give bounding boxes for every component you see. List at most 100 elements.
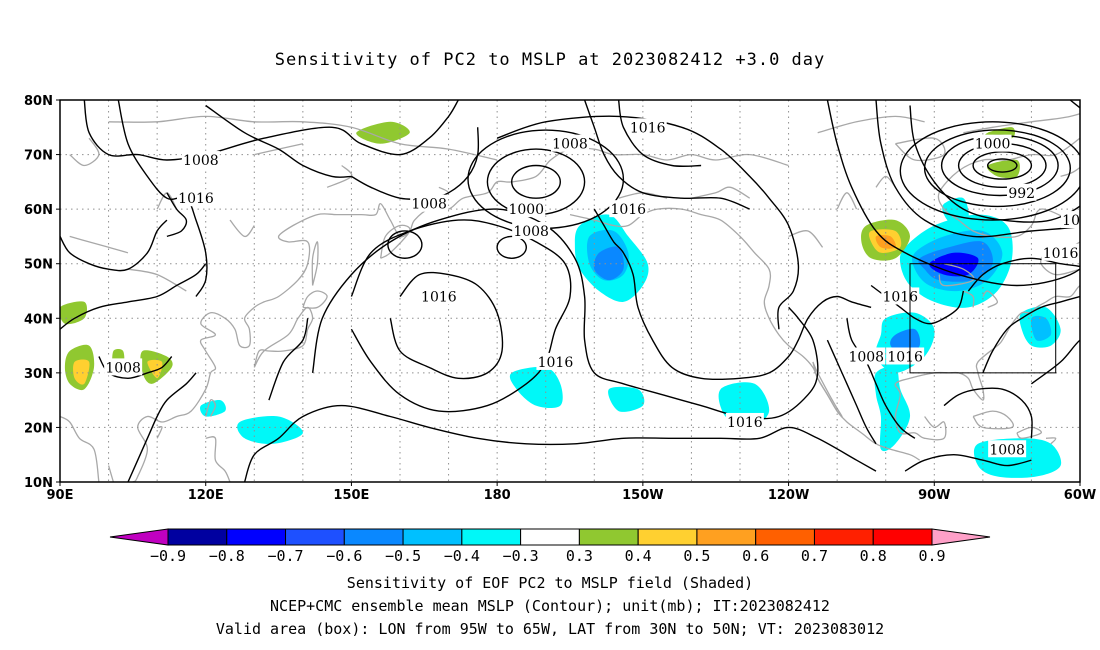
coastline-segment [836, 192, 858, 210]
caption-line-3: Valid area (box): LON from 95W to 65W, L… [215, 620, 885, 638]
longitude-tick-label: 90W [918, 488, 950, 503]
contour-label: 1016 [887, 349, 923, 365]
caption-line-2: NCEP+CMC ensemble mean MSLP (Contour); u… [270, 597, 830, 615]
colorbar-label: −0.4 [444, 547, 480, 565]
contour-label-bg [104, 358, 143, 376]
contour-label: 1016 [421, 289, 457, 305]
mslp-isobar [1030, 339, 1080, 385]
mslp-isobar [389, 271, 504, 380]
coastline-segment [812, 361, 843, 418]
shaded-region [509, 366, 563, 408]
longitude-tick-label: 150E [333, 488, 369, 503]
contour-label: 1016 [538, 355, 574, 371]
colorbar-label: 0.3 [566, 547, 593, 565]
contour-label-bg [551, 134, 589, 152]
colorbar-label: −0.6 [326, 547, 362, 565]
contour-label: 1016 [1043, 246, 1079, 262]
coastline-segment [1016, 426, 1042, 439]
shaded-region [1030, 315, 1052, 341]
mslp-isobar [311, 208, 819, 420]
colorbar-label: −0.8 [209, 547, 245, 565]
coastline-segment [1079, 394, 1080, 396]
shaded-region [237, 416, 303, 444]
coastline-segment [60, 415, 100, 482]
colorbar-swatch [637, 528, 698, 546]
shaded-region [986, 159, 1020, 179]
contour-label: 1008 [989, 442, 1025, 458]
coastline-segment [982, 290, 999, 308]
colorbar-label: 0.9 [918, 547, 945, 565]
colorbar-swatch [578, 528, 639, 546]
latitude-tick-label: 30N [24, 367, 53, 382]
contour-label: 1008 [411, 197, 447, 213]
mslp-isobar [986, 158, 1018, 173]
contour-label-bg [536, 352, 575, 370]
mslp-isobar [904, 453, 1032, 472]
contour-label-bg [1006, 183, 1037, 201]
mslp-isobar [1079, 209, 1080, 210]
contour-label-bg [177, 189, 215, 207]
coastline-segment [69, 137, 100, 167]
shaded-region [60, 301, 87, 325]
mslp-isobar [387, 230, 423, 259]
contour-label-bg [973, 134, 1012, 152]
coastline-segment [379, 224, 411, 259]
mslp-isobar [899, 121, 1080, 221]
coastline-segment [963, 290, 975, 308]
longitude-tick-label: 60W [1064, 488, 1096, 503]
shaded-region [73, 359, 90, 385]
mslp-isobar [826, 100, 1080, 287]
mslp-contours [60, 100, 1080, 482]
contour-label: 1016 [178, 191, 214, 207]
shaded-region [942, 197, 969, 226]
shaded-region [147, 359, 163, 379]
coastline-segment [156, 425, 163, 439]
colorbar: −0.9 −0.8 −0.7 −0.6 −0.5 −0.4 −0.3 0.3 0.4 0.5 0.6… [109, 528, 991, 565]
longitude-tick-label: 90E [47, 488, 74, 503]
colorbar-label: −0.3 [503, 547, 539, 565]
colorbar-swatch [813, 528, 874, 546]
colorbar-label: 0.5 [683, 547, 710, 565]
shaded-region [608, 386, 645, 412]
contour-label: 1016 [727, 415, 763, 431]
coastline-segment [788, 230, 824, 248]
longitude-tick-label: 120W [768, 488, 809, 503]
contour-label-bg [725, 412, 764, 430]
coastline-segment [253, 306, 314, 368]
latitude-tick-label: 20N [24, 421, 53, 436]
contour-label: 1008 [183, 153, 219, 169]
contour-label-bg [609, 200, 648, 218]
contour-label: 1008 [1062, 213, 1098, 229]
coastline-segment [108, 115, 498, 161]
mslp-isobar [127, 372, 197, 482]
mslp-isobar [826, 339, 877, 445]
contour-label-bg [1041, 243, 1080, 261]
coastline-segment [127, 268, 187, 292]
map-title: Sensitivity of PC2 to MSLP at 2023082412… [274, 50, 826, 70]
coastline-segment [817, 115, 925, 134]
shaded-region [356, 121, 410, 144]
mslp-isobar [943, 387, 1033, 439]
coastline-segment [302, 290, 328, 309]
contour-label: 1008 [513, 224, 549, 240]
coastline-segment [69, 235, 129, 254]
longitude-ticks: 90E 120E 150E 180 150W 120W 90W 60W [47, 482, 1096, 503]
mslp-isobar [166, 192, 188, 238]
mslp-isobar [617, 100, 702, 167]
valid-area-box [909, 263, 1057, 374]
colorbar-max-arrow [931, 528, 991, 546]
coastline-segment [205, 436, 231, 482]
contour-label-bg [512, 221, 551, 239]
contour-label-bg [507, 200, 546, 218]
latitude-tick-label: 50N [24, 258, 53, 273]
shaded-region [593, 246, 624, 281]
latitude-tick-label: 10N [24, 476, 53, 491]
colorbar-label: 0.6 [742, 547, 769, 565]
contour-label: 1016 [630, 120, 666, 136]
contour-label: 992 [1008, 186, 1035, 202]
contour-label: 1016 [610, 202, 646, 218]
colorbar-swatch [872, 528, 933, 546]
coastline-segment [972, 410, 1015, 430]
coastline-segment [229, 219, 255, 238]
